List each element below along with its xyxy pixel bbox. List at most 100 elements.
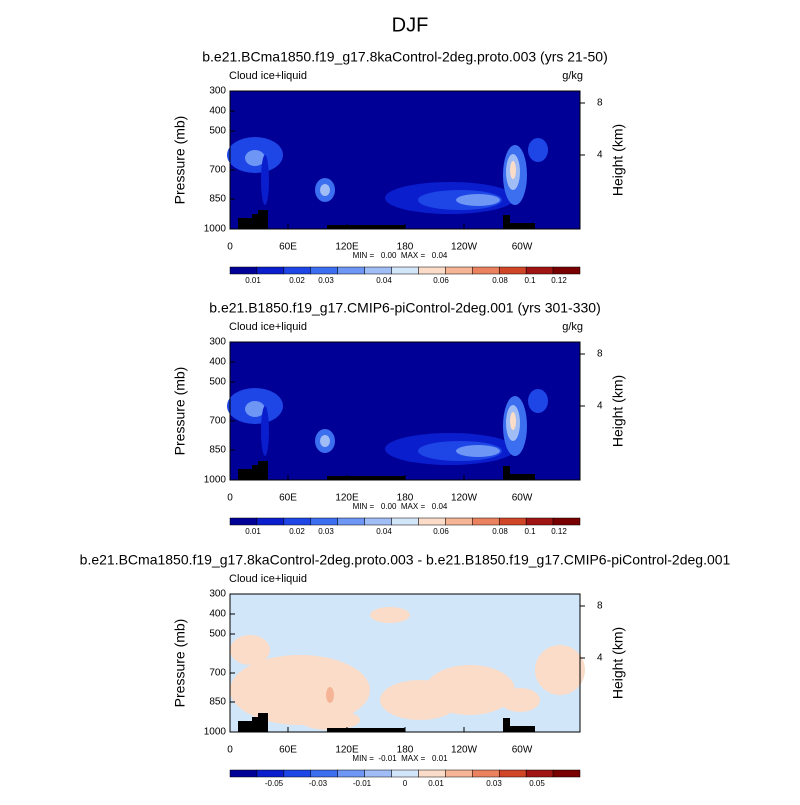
colorbar-label: -0.01 xyxy=(353,779,372,788)
colorbar-label: 0.04 xyxy=(376,276,392,285)
colorbar-box xyxy=(310,266,338,275)
contour-region xyxy=(456,194,500,206)
colorbar-label: 0.08 xyxy=(492,276,508,285)
colorbar-label: 0.03 xyxy=(486,779,502,788)
contour-region xyxy=(510,161,516,179)
y2-tick-label: 4 xyxy=(597,150,603,161)
colorbar-box xyxy=(552,769,581,778)
topography xyxy=(238,210,535,229)
colorbar-box xyxy=(337,517,365,526)
contour-region xyxy=(326,687,334,703)
colorbar-label: 0.1 xyxy=(524,276,536,285)
colorbar-box xyxy=(472,517,500,526)
y2-axis-label: Height (km) xyxy=(610,627,626,699)
y-tick-label: 700 xyxy=(209,416,226,427)
contour-region xyxy=(535,645,585,695)
colorbar-box xyxy=(498,266,527,275)
colorbar-label: 0.06 xyxy=(433,527,449,536)
colorbar-box xyxy=(445,517,473,526)
colorbar-box xyxy=(364,517,392,526)
x-tick-label: 120W xyxy=(451,242,478,253)
contour-region xyxy=(245,150,265,166)
x-tick-label: 60W xyxy=(512,493,533,504)
x-tick-label: 120E xyxy=(335,493,359,504)
x-tick-label: 60E xyxy=(279,242,297,253)
x-tick-label: 120W xyxy=(451,493,478,504)
colorbar-label: 0.02 xyxy=(289,527,305,536)
colorbar-box xyxy=(418,517,446,526)
y-axis-label: Pressure (mb) xyxy=(172,367,188,456)
x-tick-label: 60W xyxy=(512,242,533,253)
plot-area xyxy=(229,593,585,733)
y-tick-label: 500 xyxy=(209,377,226,388)
figure-title: DJF xyxy=(392,14,429,36)
colorbar-box xyxy=(256,266,285,275)
y-tick-label: 500 xyxy=(209,629,226,640)
y-tick-label: 300 xyxy=(209,86,226,97)
colorbar-box xyxy=(283,517,312,526)
colorbar-label: -0.05 xyxy=(265,779,284,788)
x-tick-label: 180 xyxy=(397,745,414,756)
panel-left-label: Cloud ice+liquid xyxy=(229,70,307,82)
colorbar-label: 0.06 xyxy=(433,276,449,285)
panel-right-label: g/kg xyxy=(562,321,583,333)
colorbar-box xyxy=(310,769,338,778)
y2-axis-label: Height (km) xyxy=(610,124,626,196)
colorbar-box xyxy=(364,769,392,778)
y-tick-label: 1000 xyxy=(204,224,227,235)
panel-left-label: Cloud ice+liquid xyxy=(229,573,307,585)
y-tick-label: 1000 xyxy=(204,727,227,738)
colorbar-box xyxy=(337,266,365,275)
colorbar-box xyxy=(283,266,312,275)
colorbar-box xyxy=(310,517,338,526)
x-tick-label: 60E xyxy=(279,493,297,504)
y-axis-label: Pressure (mb) xyxy=(172,619,188,708)
colorbar-box xyxy=(418,266,446,275)
x-tick-label: 120E xyxy=(335,745,359,756)
contour-region xyxy=(528,138,548,162)
contour-region xyxy=(425,665,515,715)
colorbar-box xyxy=(364,266,392,275)
y-tick-label: 700 xyxy=(209,165,226,176)
y-tick-label: 500 xyxy=(209,126,226,137)
contour-region xyxy=(320,435,330,447)
colorbar-box xyxy=(552,517,581,526)
x-tick-label: 180 xyxy=(397,493,414,504)
colorbar-box xyxy=(283,769,312,778)
topography xyxy=(238,713,535,732)
contour-region xyxy=(245,401,265,417)
x-tick-label: 60W xyxy=(512,745,533,756)
y2-tick-label: 8 xyxy=(597,98,603,109)
x-tick-label: 120E xyxy=(335,242,359,253)
x-tick-label: 0 xyxy=(227,493,233,504)
stats-label: MIN = 0.00 MAX = 0.04 xyxy=(353,502,448,511)
colorbar-label: 0.02 xyxy=(289,276,305,285)
contour-region xyxy=(456,445,500,457)
panel-right-label: g/kg xyxy=(562,70,583,82)
y-axis-label: Pressure (mb) xyxy=(172,116,188,205)
colorbar-label: 0.08 xyxy=(492,527,508,536)
contour-region xyxy=(261,406,269,456)
colorbar-box xyxy=(391,266,419,275)
colorbar-label: 0.1 xyxy=(524,527,536,536)
contour-region xyxy=(300,710,360,730)
panel-left-label: Cloud ice+liquid xyxy=(229,321,307,333)
x-tick-label: 60E xyxy=(279,745,297,756)
colorbar-box xyxy=(525,266,554,275)
colorbar-box xyxy=(337,769,365,778)
y-tick-label: 300 xyxy=(209,337,226,348)
colorbar-box xyxy=(525,769,554,778)
contour-region xyxy=(370,607,410,623)
colorbar-box xyxy=(229,266,258,275)
panel-title: b.e21.B1850.f19_g17.CMIP6-piControl-2deg… xyxy=(209,300,600,316)
colorbar-box xyxy=(418,769,446,778)
colorbar-label: 0.03 xyxy=(318,276,334,285)
x-tick-label: 180 xyxy=(397,242,414,253)
colorbar-box xyxy=(472,266,500,275)
colorbar-box xyxy=(525,517,554,526)
y-tick-label: 850 xyxy=(209,194,226,205)
contour-region xyxy=(500,688,540,712)
x-tick-label: 0 xyxy=(227,242,233,253)
y-tick-label: 700 xyxy=(209,668,226,679)
y-tick-label: 400 xyxy=(209,106,226,117)
